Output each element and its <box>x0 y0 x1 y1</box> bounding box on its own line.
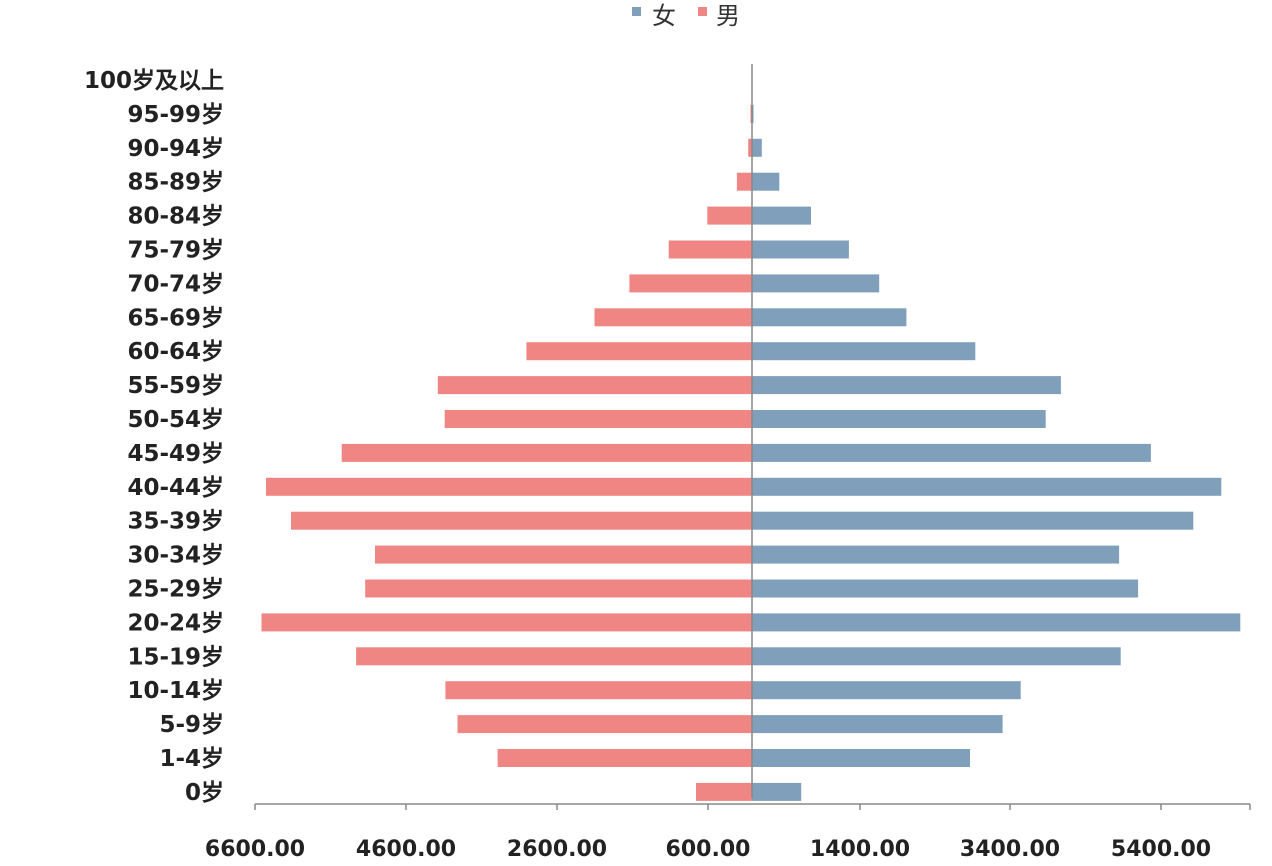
bar-male-11 <box>341 443 752 462</box>
chart-legend: 女男 <box>632 2 740 30</box>
category-labels: 100岁及以上 95-99岁 90-94岁 85-89岁 80-84岁 75-79岁 70-… <box>84 67 224 806</box>
category-label: 20-24岁 <box>127 609 224 636</box>
category-label: 15-19岁 <box>127 643 224 670</box>
x-tick-label-4: 1400.00 <box>810 837 910 862</box>
bar-male-14 <box>375 545 752 564</box>
category-label: 85-89岁 <box>127 169 224 196</box>
category-label: 55-59岁 <box>127 372 224 399</box>
bar-male-6 <box>629 274 752 293</box>
bar-male-2 <box>748 138 752 157</box>
category-label: 1-4岁 <box>159 745 224 772</box>
category-label: 30-34岁 <box>127 542 224 569</box>
bar-female-2 <box>752 138 762 157</box>
bar-female-18 <box>752 681 1021 700</box>
bar-female-4 <box>752 206 811 225</box>
bar-female-5 <box>752 240 849 259</box>
bar-female-6 <box>752 274 880 293</box>
category-label: 5-9岁 <box>159 711 224 738</box>
x-tick-label-5: 3400.00 <box>960 837 1060 862</box>
bar-female-19 <box>752 715 1003 734</box>
legend-label-0: 女 <box>652 2 676 30</box>
bar-male-19 <box>457 715 752 734</box>
category-label: 10-14岁 <box>127 677 224 704</box>
bar-male-20 <box>497 749 752 767</box>
bar-male-21 <box>696 782 752 801</box>
bar-female-8 <box>752 342 976 361</box>
category-label: 100岁及以上 <box>84 67 224 94</box>
bar-male-8 <box>526 342 752 361</box>
category-label: 0岁 <box>185 779 224 806</box>
bar-female-3 <box>752 172 780 191</box>
legend-label-1: 男 <box>716 2 740 30</box>
bar-male-4 <box>707 206 752 225</box>
bar-female-13 <box>752 511 1194 530</box>
bar-female-21 <box>752 782 802 801</box>
bar-male-16 <box>261 613 752 632</box>
bar-female-7 <box>752 308 907 327</box>
category-label: 75-79岁 <box>127 237 224 264</box>
axes-layer: 6600.00 4600.00 2600.00 600.00 1400.00 3400.0… <box>205 64 1251 862</box>
category-label: 90-94岁 <box>127 135 224 162</box>
bar-male-12 <box>266 477 752 496</box>
bar-male-18 <box>445 681 752 700</box>
category-label: 80-84岁 <box>127 203 224 230</box>
legend-swatch-0 <box>632 7 641 16</box>
bar-male-15 <box>365 579 752 598</box>
bars-layer <box>261 71 1241 801</box>
x-tick-label-0: 6600.00 <box>205 837 305 862</box>
bar-female-17 <box>752 647 1121 666</box>
bar-male-3 <box>736 172 752 191</box>
x-tick-label-1: 4600.00 <box>356 837 456 862</box>
category-label: 45-49岁 <box>127 440 224 467</box>
bar-female-10 <box>752 410 1046 428</box>
bar-female-20 <box>752 749 970 767</box>
category-label: 70-74岁 <box>127 270 224 297</box>
bar-female-9 <box>752 376 1061 395</box>
category-label: 95-99岁 <box>127 101 224 128</box>
x-tick-label-3: 600.00 <box>666 837 751 862</box>
category-label: 25-29岁 <box>127 576 224 603</box>
bar-male-17 <box>356 647 752 666</box>
bar-male-10 <box>444 410 752 428</box>
bar-male-13 <box>291 511 752 530</box>
bar-female-11 <box>752 443 1151 462</box>
category-label: 60-64岁 <box>127 338 224 365</box>
bar-male-5 <box>668 240 752 259</box>
bar-female-15 <box>752 579 1139 598</box>
category-label: 65-69岁 <box>127 304 224 331</box>
legend-swatch-1 <box>698 7 707 16</box>
category-label: 40-44岁 <box>127 474 224 501</box>
bar-male-7 <box>594 308 752 327</box>
x-tick-label-2: 2600.00 <box>507 837 607 862</box>
category-label: 50-54岁 <box>127 406 224 433</box>
bar-female-14 <box>752 545 1120 564</box>
x-tick-label-6: 5400.00 <box>1111 837 1211 862</box>
category-label: 35-39岁 <box>127 508 224 535</box>
bar-male-9 <box>437 376 752 395</box>
bar-female-16 <box>752 613 1241 632</box>
bar-female-12 <box>752 477 1222 496</box>
